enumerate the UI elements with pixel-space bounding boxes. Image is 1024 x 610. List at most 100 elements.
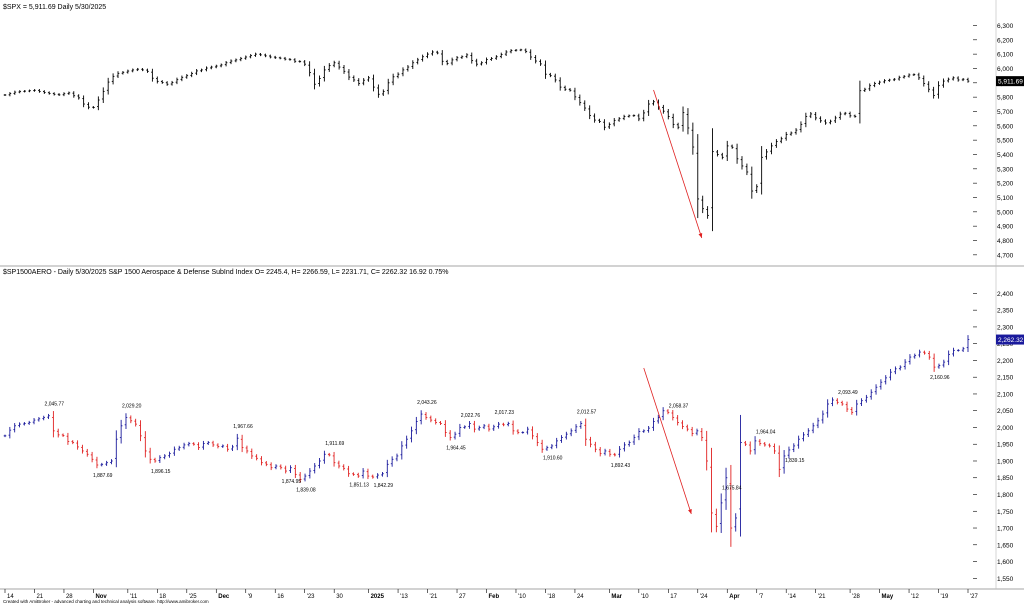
y-tick-label: 4,900 — [997, 224, 1014, 231]
x-axis: 14 21 28 Nov '11 18 '25 Dec '9 16 '23 30 2025 '13 '21 2… — [4, 589, 978, 600]
price-annotation: 2,022.76 — [461, 413, 481, 419]
y-tick-label: 4,700 — [997, 252, 1014, 259]
y-tick-label: 2,200 — [997, 358, 1014, 365]
y-tick-label: 1,650 — [997, 542, 1014, 549]
y-tick-label: 5,300 — [997, 166, 1014, 173]
price-annotation: 2,043.26 — [417, 400, 437, 406]
price-annotation: 2,045.77 — [45, 402, 65, 408]
arrow-line — [643, 367, 692, 515]
aero-panel: 1,550 1,600 1,650 1,700 1,750 1,800 1,850 1,900… — [3, 291, 1024, 583]
x-tick-label: '10 — [641, 594, 649, 600]
price-annotation: 1,892.43 — [611, 463, 631, 469]
x-tick-label: '7 — [759, 594, 764, 600]
y-tick-label: 6,000 — [997, 66, 1014, 73]
x-tick-label: Nov — [95, 594, 107, 600]
x-tick-label: 14 — [7, 594, 14, 600]
aero-chart-title: $SP1500AERO - Daily 5/30/2025 S&P 1500 A… — [3, 269, 448, 276]
y-tick-label: 2,000 — [997, 425, 1014, 432]
price-annotation: 1,910.60 — [543, 456, 563, 462]
current-price-box — [996, 76, 1024, 87]
x-tick-label: '23 — [307, 594, 315, 600]
price-annotation: 1,675.84 — [722, 486, 742, 492]
x-tick-label: '25 — [189, 594, 197, 600]
footer-credit: Created with AmiBroker - advanced charti… — [3, 599, 209, 604]
price-annotation: 2,160.96 — [930, 375, 950, 381]
price-annotation: 1,911.69 — [325, 441, 344, 447]
x-tick-label: Mar — [611, 594, 622, 600]
arrow-head — [688, 509, 692, 514]
y-tick-label: 5,700 — [997, 109, 1014, 116]
x-tick-label: '13 — [400, 594, 408, 600]
x-tick-label: 16 — [277, 594, 284, 600]
arrow-head — [698, 233, 703, 238]
price-annotation: 1,874.95 — [282, 479, 302, 485]
x-tick-label: Dec — [218, 594, 230, 600]
x-tick-label: '28 — [852, 594, 860, 600]
y-tick-label: 1,950 — [997, 442, 1014, 449]
spx-panel: 4,700 4,800 4,900 5,000 5,100 5,200 5,300 5,400… — [3, 23, 1024, 259]
x-tick-label: '12 — [911, 594, 919, 600]
x-tick-label: 17 — [670, 594, 677, 600]
y-tick-label: 1,700 — [997, 526, 1014, 533]
price-annotation: 1,839.15 — [785, 458, 805, 464]
y-tick-label: 1,850 — [997, 475, 1014, 482]
y-tick-label: 5,100 — [997, 195, 1014, 202]
price-annotation: 2,058.37 — [669, 403, 689, 409]
y-tick-label: 2,400 — [997, 291, 1014, 298]
current-price-box — [996, 334, 1024, 345]
price-annotation: 2,012.57 — [577, 409, 597, 415]
x-tick-label: '10 — [518, 594, 526, 600]
y-tick-label: 2,100 — [997, 391, 1014, 398]
price-annotation: 1,896.15 — [151, 469, 171, 475]
x-tick-label: '21 — [818, 594, 826, 600]
y-tick-label: 5,400 — [997, 152, 1014, 159]
y-tick-label: 2,300 — [997, 324, 1014, 331]
price-annotation: 1,967.66 — [233, 424, 253, 430]
y-tick-label: 4,800 — [997, 238, 1014, 245]
current-price-label: 2,262.32 — [998, 337, 1024, 344]
x-tick-label: '24 — [700, 594, 708, 600]
price-annotation: 1,964.45 — [446, 446, 466, 452]
x-tick-label: 21 — [36, 594, 43, 600]
y-tick-label: 5,000 — [997, 209, 1014, 216]
y-tick-label: 5,800 — [997, 95, 1014, 102]
x-tick-label: 30 — [336, 594, 343, 600]
x-tick-label: 24 — [577, 594, 584, 600]
y-tick-label: 2,250 — [997, 341, 1014, 348]
y-tick-label: 5,600 — [997, 123, 1014, 130]
price-annotation: 2,017.23 — [495, 410, 515, 416]
x-tick-label: 27 — [459, 594, 466, 600]
price-annotation: 1,887.69 — [93, 473, 113, 479]
y-tick-label: 1,800 — [997, 492, 1014, 499]
x-tick-label: '21 — [430, 594, 438, 600]
x-tick-label: '18 — [547, 594, 555, 600]
y-tick-label: 2,350 — [997, 308, 1014, 315]
y-tick-label: 5,500 — [997, 138, 1014, 145]
x-tick-label: '27 — [970, 594, 978, 600]
panel-frames — [0, 0, 1024, 590]
arrow-line — [653, 89, 703, 239]
y-tick-label: 2,150 — [997, 375, 1014, 382]
x-tick-label: Apr — [729, 594, 740, 600]
x-tick-label: '11 — [130, 594, 138, 600]
x-tick-label: Feb — [489, 594, 500, 600]
x-tick-label: 2025 — [371, 594, 385, 600]
y-tick-label: 1,550 — [997, 576, 1014, 583]
y-tick-label: 6,200 — [997, 37, 1014, 44]
current-price-label: 5,911.69 — [998, 79, 1023, 86]
y-tick-label: 6,100 — [997, 52, 1014, 59]
spx-chart-title: $SPX = 5,911.69 Daily 5/30/2025 — [3, 4, 106, 11]
price-annotation: 1,964.04 — [756, 430, 776, 436]
price-annotation: 2,029.20 — [122, 403, 142, 409]
annotation-arrows — [643, 89, 703, 515]
price-annotation: 1,851.13 — [349, 482, 369, 488]
y-tick-label: 6,300 — [997, 23, 1014, 30]
y-tick-label: 1,750 — [997, 509, 1014, 516]
y-tick-label: 2,050 — [997, 408, 1014, 415]
x-tick-label: 18 — [159, 594, 166, 600]
y-tick-label: 1,900 — [997, 458, 1014, 465]
price-annotation: 1,842.29 — [374, 483, 394, 489]
x-tick-label: '19 — [941, 594, 949, 600]
